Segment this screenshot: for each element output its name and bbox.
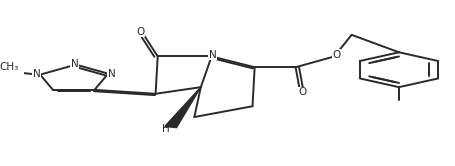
Text: H: H xyxy=(162,124,169,134)
Text: N: N xyxy=(71,59,78,69)
Text: O: O xyxy=(136,27,145,37)
Text: N: N xyxy=(33,69,40,79)
Text: O: O xyxy=(298,87,306,97)
Polygon shape xyxy=(165,87,201,128)
Text: N: N xyxy=(208,50,216,60)
Text: CH₃: CH₃ xyxy=(0,62,18,73)
Text: N: N xyxy=(108,69,116,79)
Text: O: O xyxy=(333,50,341,60)
